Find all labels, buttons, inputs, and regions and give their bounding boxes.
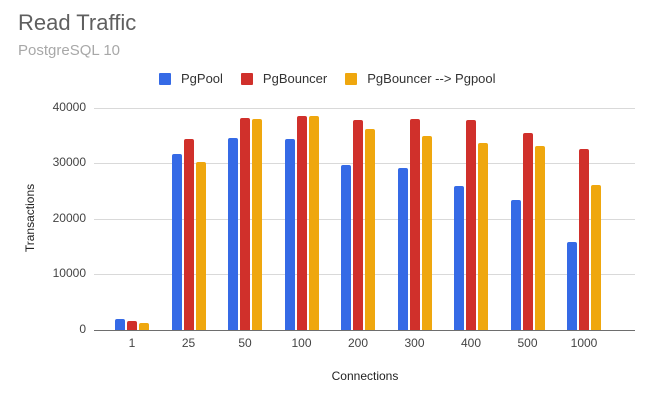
bar[interactable] [454, 186, 464, 330]
y-tick-label: 0 [79, 322, 86, 336]
x-tick-label: 100 [291, 336, 312, 350]
bar[interactable] [421, 136, 432, 330]
gridline [94, 219, 635, 220]
bar[interactable] [171, 153, 182, 330]
x-tick-label: 200 [347, 336, 369, 350]
bar[interactable] [308, 115, 319, 330]
bar[interactable] [341, 164, 351, 330]
x-tick-label: 25 [181, 336, 196, 350]
y-tick-label: 20000 [52, 211, 86, 225]
legend-label: PgBouncer [262, 71, 328, 86]
bar[interactable] [195, 162, 206, 330]
legend-swatch-pgpool [159, 72, 171, 85]
bar[interactable] [183, 138, 194, 330]
legend-item-pgbouncer-pgpool[interactable]: PgBouncer --> Pgpool [345, 71, 496, 86]
bar[interactable] [522, 133, 533, 330]
bar[interactable] [567, 241, 577, 330]
chart-title: Read Traffic [18, 10, 137, 35]
y-tick-label: 40000 [52, 100, 86, 114]
legend: PgPool PgBouncer PgBouncer --> Pgpool [159, 71, 514, 86]
bar[interactable] [591, 184, 601, 330]
legend-label: PgBouncer --> Pgpool [367, 71, 496, 86]
x-tick-label: 400 [460, 336, 482, 350]
bar[interactable] [510, 200, 521, 330]
bar[interactable] [240, 118, 250, 330]
gridline [94, 274, 635, 275]
gridline [94, 108, 635, 109]
gridline [94, 163, 635, 164]
chart-subtitle: PostgreSQL 10 [18, 42, 121, 59]
y-tick-label: 10000 [52, 266, 86, 280]
legend-label: PgPool [181, 71, 223, 86]
x-tick-label: 50 [238, 336, 252, 350]
x-tick-label: 1000 [570, 336, 598, 350]
x-tick-label: 300 [404, 336, 425, 350]
bar[interactable] [397, 167, 408, 330]
legend-item-pgbouncer[interactable]: PgBouncer [240, 71, 328, 86]
bar[interactable] [534, 146, 545, 330]
bar[interactable] [296, 116, 307, 330]
bar[interactable] [139, 323, 149, 330]
x-tick-label: 500 [517, 336, 538, 350]
bar[interactable] [284, 138, 295, 330]
bar[interactable] [127, 321, 137, 330]
bar[interactable] [409, 118, 420, 330]
y-tick-label: 30000 [52, 155, 86, 169]
bar[interactable] [466, 119, 476, 330]
legend-item-pgpool[interactable]: PgPool [159, 71, 223, 86]
x-axis-line [94, 330, 635, 331]
x-tick-label: 1 [128, 336, 136, 350]
bar[interactable] [228, 137, 238, 330]
legend-swatch-pgbouncer [240, 72, 253, 85]
bar[interactable] [365, 128, 375, 330]
bar[interactable] [579, 148, 589, 330]
legend-swatch-pgbouncer-pgpool [345, 72, 358, 85]
bar[interactable] [252, 119, 262, 330]
bar[interactable] [115, 318, 125, 330]
x-axis-label: Connections [331, 369, 399, 383]
bar[interactable] [353, 119, 363, 330]
bar[interactable] [478, 143, 488, 330]
